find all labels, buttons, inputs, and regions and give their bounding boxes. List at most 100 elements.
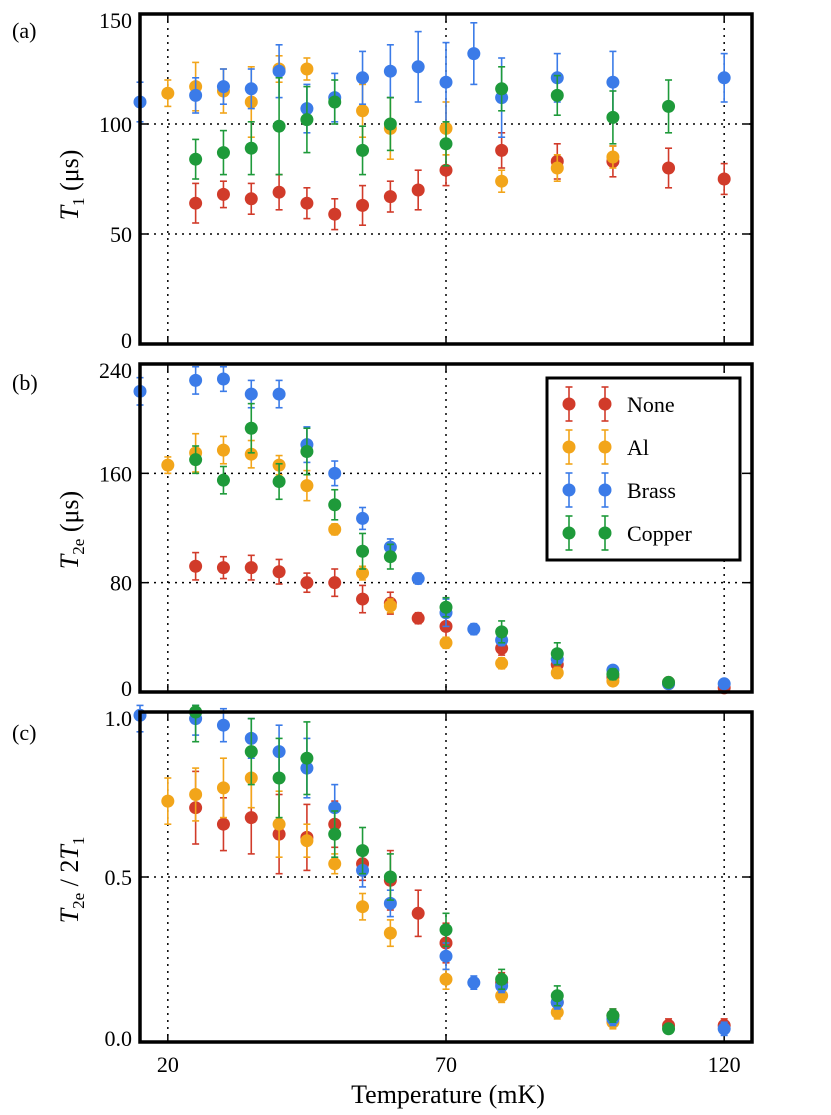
panel-frame	[138, 362, 754, 694]
legend-marker-copper	[562, 526, 576, 540]
data-point-none	[411, 183, 425, 197]
data-point-copper	[606, 667, 620, 681]
legend-label-al: Al	[627, 435, 649, 460]
data-point-al	[161, 794, 175, 808]
data-point-none	[189, 559, 203, 573]
data-point-copper	[439, 600, 453, 614]
x-tick-label: 70	[435, 1052, 457, 1077]
y-label-c-p1: 2e	[69, 893, 88, 909]
data-point-al	[161, 458, 175, 472]
data-point-copper	[550, 88, 564, 102]
data-point-none	[244, 811, 258, 825]
data-point-none	[189, 196, 203, 210]
data-point-copper	[383, 117, 397, 131]
legend-marker-brass	[562, 483, 576, 497]
y-label-b-sub: 2e	[69, 539, 88, 555]
data-point-copper	[189, 453, 203, 467]
data-point-brass	[272, 64, 286, 78]
data-point-brass	[216, 718, 230, 732]
data-point-copper	[328, 498, 342, 512]
data-point-al	[216, 781, 230, 795]
data-point-al	[328, 857, 342, 871]
x-tick-label: 20	[157, 1052, 179, 1077]
y-tick-label: 160	[99, 461, 132, 486]
data-point-brass	[356, 71, 370, 85]
data-point-al	[216, 443, 230, 457]
panel-label-a: (a)	[12, 18, 36, 43]
data-point-copper	[606, 110, 620, 124]
data-point-none	[244, 561, 258, 575]
y-tick-label: 0.5	[105, 865, 133, 890]
data-point-al	[300, 834, 314, 848]
y-tick-label: 150	[99, 8, 132, 33]
data-point-al	[244, 447, 258, 461]
y-tick-label: 0	[121, 676, 132, 701]
data-point-brass	[411, 572, 425, 586]
y-label-c-p2: / 2	[55, 860, 84, 893]
data-point-none	[328, 576, 342, 590]
data-point-copper	[328, 827, 342, 841]
legend-marker-none	[562, 397, 576, 411]
data-point-brass	[216, 80, 230, 94]
legend-marker-none	[598, 397, 612, 411]
legend-label-brass: Brass	[627, 478, 676, 503]
data-point-brass	[216, 372, 230, 386]
data-point-copper	[439, 923, 453, 937]
data-point-none	[356, 198, 370, 212]
panel-label-c: (c)	[12, 720, 36, 745]
data-point-none	[216, 817, 230, 831]
legend: None Al Brass Copper	[545, 376, 742, 562]
data-point-copper	[189, 152, 203, 166]
data-point-none	[244, 192, 258, 206]
data-point-none	[495, 143, 509, 157]
y-label-b-main: T	[55, 553, 84, 569]
data-point-none	[216, 187, 230, 201]
data-point-copper	[216, 146, 230, 160]
data-point-copper	[300, 751, 314, 765]
data-point-brass	[189, 373, 203, 387]
legend-box	[545, 376, 742, 562]
data-point-none	[328, 207, 342, 221]
legend-marker-copper	[598, 526, 612, 540]
data-point-copper	[495, 82, 509, 96]
y-label-c-p4: 1	[69, 837, 88, 846]
data-point-copper	[662, 99, 676, 113]
data-point-none	[356, 592, 370, 606]
data-point-al	[272, 817, 286, 831]
data-point-copper	[300, 444, 314, 458]
data-point-copper	[495, 625, 509, 639]
data-point-al	[439, 972, 453, 986]
data-point-al	[356, 900, 370, 914]
y-label-c-p3: T	[55, 844, 84, 860]
data-point-brass	[356, 511, 370, 525]
data-point-brass	[467, 622, 481, 636]
data-point-brass	[383, 64, 397, 78]
data-point-copper	[495, 972, 509, 986]
panel-b: 0 80 160 240	[99, 358, 754, 701]
legend-marker-al	[598, 440, 612, 454]
data-point-copper	[272, 771, 286, 785]
data-point-brass	[717, 71, 731, 85]
data-point-al	[495, 656, 509, 670]
data-point-al	[383, 599, 397, 613]
data-point-brass	[467, 976, 481, 990]
data-point-copper	[662, 675, 676, 689]
y-axis-label-b: T2e (μs)	[55, 491, 88, 569]
y-axis-label-a: T1 (μs)	[55, 150, 88, 221]
data-point-copper	[383, 550, 397, 564]
data-point-al	[356, 566, 370, 580]
y-tick-label: 80	[110, 571, 132, 596]
y-label-a-sub: 1	[69, 197, 88, 206]
data-point-copper	[356, 844, 370, 858]
y-tick-label: 50	[110, 222, 132, 247]
data-point-copper	[356, 143, 370, 157]
y-tick-label: 100	[99, 112, 132, 137]
y-tick-label: 240	[99, 358, 132, 383]
data-point-brass	[439, 949, 453, 963]
data-point-none	[717, 172, 731, 186]
data-point-copper	[328, 95, 342, 109]
data-point-copper	[244, 745, 258, 759]
data-point-brass	[244, 82, 258, 96]
x-axis-label: Temperature (mK)	[351, 1080, 545, 1109]
